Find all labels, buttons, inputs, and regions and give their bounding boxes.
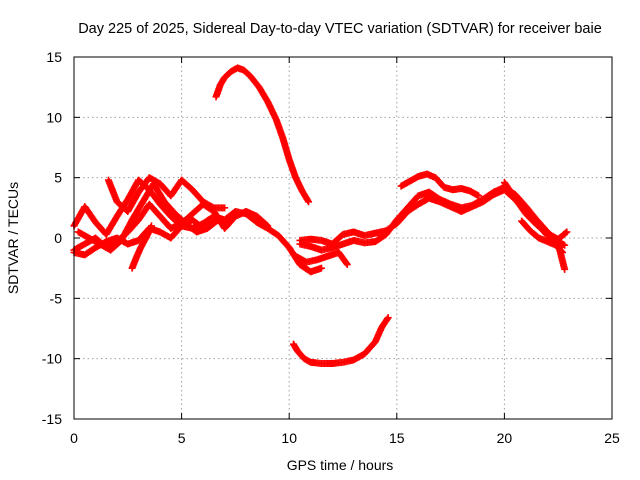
- y-tick-label: 15: [46, 49, 62, 65]
- x-tick-label: 25: [604, 430, 620, 446]
- plot-frame: [73, 56, 613, 420]
- data-point: [561, 265, 569, 273]
- data-point: [317, 264, 325, 272]
- data-point: [561, 241, 569, 249]
- y-tick-label: 5: [54, 170, 62, 186]
- series-track-13: [500, 178, 571, 243]
- data-point: [304, 196, 312, 204]
- data-point: [263, 221, 271, 229]
- series-track-8: [290, 314, 392, 367]
- chart-title: Day 225 of 2025, Sidereal Day-to-day VTE…: [78, 21, 602, 37]
- series-track-6: [128, 222, 155, 272]
- data-point: [563, 228, 571, 236]
- data-point: [384, 314, 392, 322]
- y-tick-label: -10: [42, 351, 62, 367]
- x-tick-label: 20: [497, 430, 513, 446]
- series-track-12: [397, 170, 483, 200]
- tick-labels: 0 5 10 15 20 25 -15 -10 -5 0 5 10 15: [42, 49, 620, 446]
- data-point: [305, 198, 313, 206]
- data-point: [230, 211, 238, 219]
- x-tick-label: 0: [70, 430, 78, 446]
- data-point: [562, 229, 570, 237]
- series-track-7: [212, 64, 313, 206]
- data-point: [558, 247, 566, 255]
- data-point: [264, 222, 272, 230]
- y-tick-label: -5: [50, 290, 63, 306]
- x-axis-label: GPS time / hours: [287, 457, 394, 473]
- series-track-14: [518, 217, 567, 256]
- data-point: [559, 248, 567, 256]
- y-axis-label: SDTVAR / TECUs: [5, 182, 21, 294]
- data-point: [221, 204, 229, 212]
- y-tick-label: -15: [42, 411, 62, 427]
- data-point: [343, 261, 351, 269]
- x-tick-label: 10: [281, 430, 297, 446]
- series-track-5: [104, 174, 229, 215]
- x-tick-label: 5: [178, 430, 186, 446]
- data-point: [231, 210, 239, 218]
- data-point: [342, 259, 350, 267]
- series-track-11: [292, 248, 351, 269]
- data-point: [475, 192, 483, 200]
- y-tick-label: 10: [46, 109, 62, 125]
- series-track-4: [70, 210, 239, 259]
- data-points: [70, 64, 571, 367]
- data-point: [147, 222, 155, 230]
- y-tick-label: 0: [54, 230, 62, 246]
- grid: [74, 57, 612, 419]
- data-point: [383, 315, 391, 323]
- x-tick-label: 15: [389, 430, 405, 446]
